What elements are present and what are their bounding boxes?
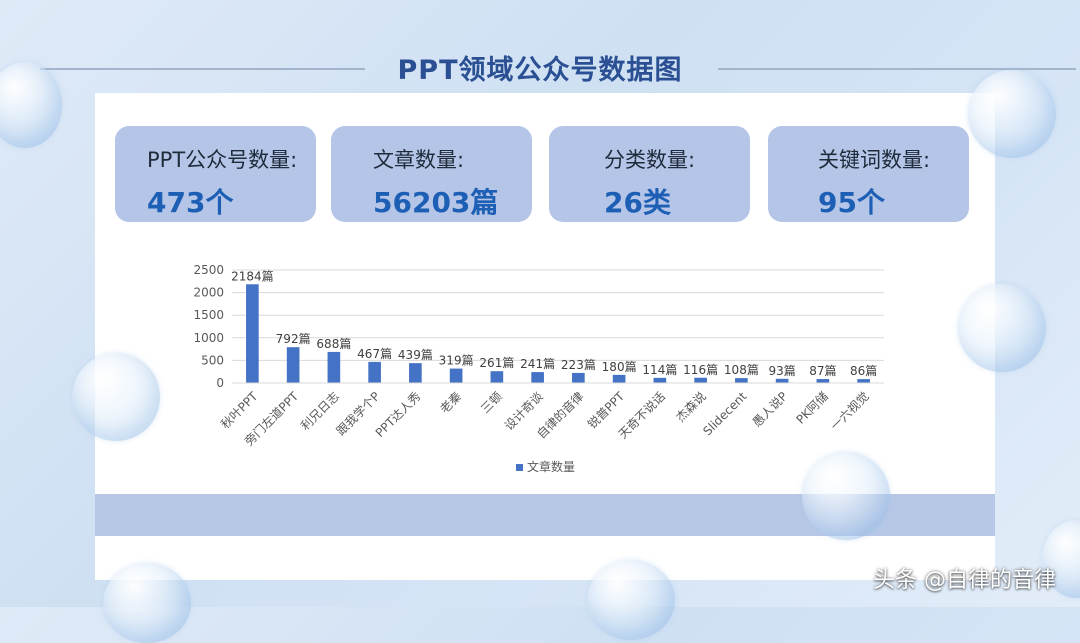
bubble-decoration	[72, 353, 160, 441]
bar	[775, 378, 789, 383]
y-tick-label: 0	[216, 376, 224, 390]
bar	[327, 351, 341, 383]
data-label: 2184篇	[231, 268, 274, 283]
bar	[490, 371, 504, 383]
x-tick-label: 三顿	[478, 389, 505, 416]
data-label: 86篇	[850, 363, 877, 378]
data-label: 108篇	[724, 362, 759, 377]
x-tick-label: 愚人说P	[749, 389, 790, 430]
bubble-decoration	[103, 563, 191, 643]
stat-value-categories: 26类	[604, 186, 671, 219]
x-tick-label: Slidecent	[700, 389, 749, 438]
bar	[449, 368, 463, 383]
title-line-right	[718, 68, 1076, 70]
stat-label-keywords: 关键词数量:	[818, 148, 931, 172]
stat-label-articles: 文章数量:	[373, 148, 465, 172]
legend-label: 文章数量	[527, 459, 575, 474]
data-label: 241篇	[520, 356, 555, 371]
bar	[612, 374, 626, 383]
title-line-left	[40, 68, 365, 70]
data-label: 792篇	[276, 331, 311, 346]
data-label: 87篇	[809, 363, 836, 378]
data-label: 116篇	[683, 362, 718, 377]
data-label: 114篇	[642, 362, 677, 377]
bar	[531, 372, 544, 383]
bar	[286, 347, 300, 383]
bubble-decoration	[802, 452, 890, 540]
bar	[857, 379, 870, 383]
stat-card-accounts: PPT公众号数量: 473个	[115, 126, 316, 222]
data-label: 180篇	[602, 359, 637, 374]
x-tick-label: 一六视觉	[827, 389, 872, 434]
bar	[572, 372, 585, 383]
x-tick-label: PK阿储	[793, 389, 831, 427]
data-label: 439篇	[398, 347, 433, 362]
bubble-decoration	[0, 62, 62, 148]
data-label: 93篇	[768, 363, 795, 378]
stat-value-accounts: 473个	[147, 186, 234, 219]
bar	[368, 361, 381, 383]
bubble-decoration	[587, 560, 675, 640]
legend-swatch	[516, 464, 523, 471]
stat-label-accounts: PPT公众号数量:	[147, 148, 298, 172]
watermark-credit: 头条 @自律的音律	[873, 568, 1056, 593]
y-tick-label: 2000	[193, 286, 224, 300]
stat-value-keywords: 95个	[818, 186, 885, 219]
stat-value-articles: 56203篇	[373, 186, 499, 219]
bubble-decoration	[968, 70, 1056, 158]
bar	[694, 377, 707, 383]
stat-card-keywords: 关键词数量: 95个	[768, 126, 969, 222]
bar	[735, 378, 748, 383]
stat-card-categories: 分类数量: 26类	[549, 126, 750, 222]
page-title: PPT领域公众号数据图	[397, 55, 683, 86]
bar	[653, 377, 667, 383]
x-tick-label: 老秦	[437, 389, 464, 416]
data-label: 261篇	[479, 355, 514, 370]
y-tick-label: 1500	[193, 308, 224, 322]
data-label: 467篇	[357, 346, 392, 361]
data-label: 319篇	[439, 353, 474, 368]
data-label: 688篇	[316, 336, 351, 351]
stat-label-categories: 分类数量:	[604, 148, 696, 172]
bar	[246, 284, 259, 383]
bar	[816, 379, 830, 383]
y-tick-label: 1000	[193, 331, 224, 345]
bubble-decoration	[958, 284, 1046, 372]
data-label: 223篇	[561, 357, 596, 372]
stat-card-articles: 文章数量: 56203篇	[331, 126, 532, 222]
bar	[409, 363, 422, 383]
y-tick-label: 2500	[193, 263, 224, 277]
y-tick-label: 500	[201, 353, 224, 367]
x-tick-label: 杰森说	[673, 389, 709, 425]
